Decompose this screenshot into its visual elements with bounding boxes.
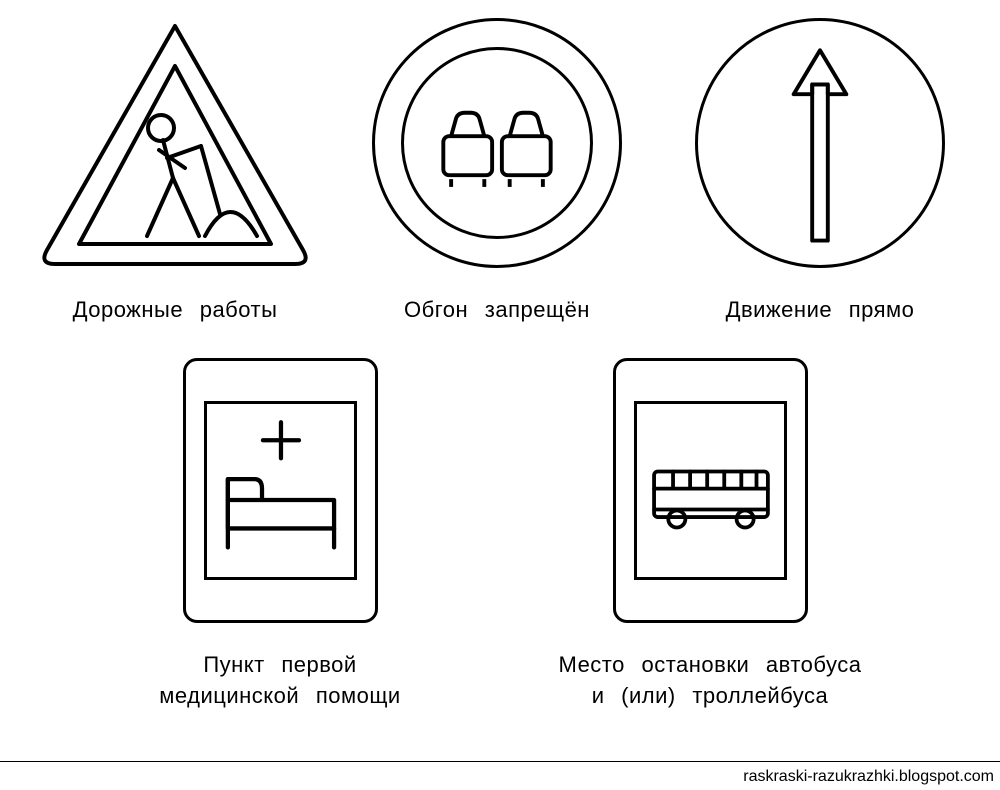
roadworks-triangle-icon <box>35 18 315 268</box>
row-top: Дорожные работы <box>0 18 1000 358</box>
sign-straight-ahead: Движение прямо <box>670 18 970 326</box>
no-overtaking-circle-icon <box>372 18 622 268</box>
no-overtaking-caption: Обгон запрещён <box>367 295 627 326</box>
first-aid-rect-icon <box>183 358 378 623</box>
bus-stop-caption: Место остановки автобуса и (или) троллей… <box>495 650 925 712</box>
diagram-canvas: Дорожные работы <box>0 0 1000 790</box>
straight-arrow-circle-icon <box>695 18 945 268</box>
sign-no-overtaking: Обгон запрещён <box>367 18 627 326</box>
straight-caption: Движение прямо <box>670 295 970 326</box>
sign-roadworks: Дорожные работы <box>25 18 325 326</box>
first-aid-caption: Пункт первой медицинской помощи <box>120 650 440 712</box>
watermark-text: raskraski-razukrazhki.blogspot.com <box>743 768 994 786</box>
footer-rule <box>0 761 1000 762</box>
row-bottom: Пункт первой медицинской помощи <box>0 358 1000 778</box>
sign-first-aid: Пункт первой медицинской помощи <box>120 358 440 712</box>
sign-bus-stop: Место остановки автобуса и (или) троллей… <box>495 358 925 712</box>
roadworks-caption: Дорожные работы <box>25 295 325 326</box>
bus-stop-rect-icon <box>613 358 808 623</box>
